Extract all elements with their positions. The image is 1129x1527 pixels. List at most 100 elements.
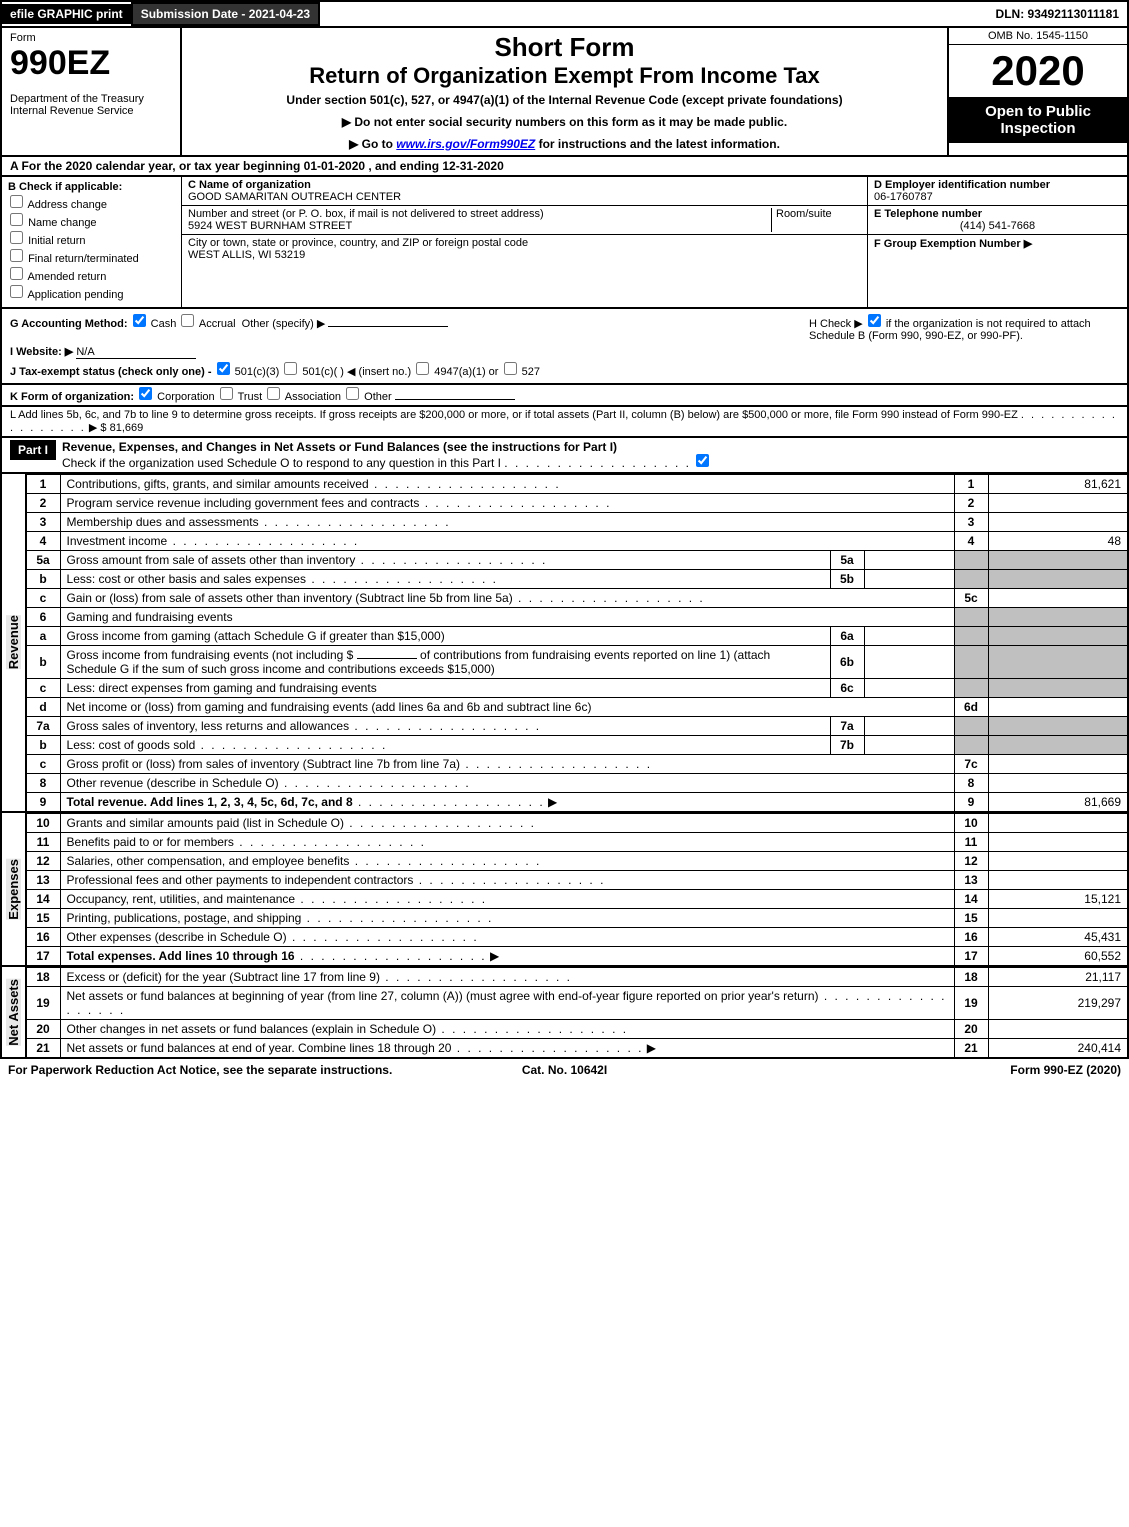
g-other-input[interactable] bbox=[328, 326, 448, 327]
k-corporation-checkbox[interactable] bbox=[139, 387, 152, 400]
c-name-label: C Name of organization bbox=[188, 179, 861, 191]
goto-prefix: ▶ Go to bbox=[349, 137, 396, 151]
goto-suffix: for instructions and the latest informat… bbox=[535, 137, 780, 151]
footer-form-ref: Form 990-EZ (2020) bbox=[607, 1063, 1121, 1077]
line-3: 3Membership dues and assessments3 bbox=[26, 513, 1128, 532]
j-527-checkbox[interactable] bbox=[504, 362, 517, 375]
footer-cat-no: Cat. No. 10642I bbox=[522, 1063, 607, 1077]
g-accounting-label: G Accounting Method: bbox=[10, 318, 128, 330]
k-other-checkbox[interactable] bbox=[346, 387, 359, 400]
j-501c3-checkbox[interactable] bbox=[217, 362, 230, 375]
line-19: 19Net assets or fund balances at beginni… bbox=[26, 987, 1128, 1020]
f-group-exemption-label: F Group Exemption Number ▶ bbox=[874, 238, 1032, 250]
entity-info-table: B Check if applicable: Address change Na… bbox=[0, 177, 1129, 309]
h-checkbox[interactable] bbox=[868, 314, 881, 327]
footer-paperwork-notice: For Paperwork Reduction Act Notice, see … bbox=[8, 1063, 522, 1077]
j-501c3-label: 501(c)(3) bbox=[235, 366, 280, 378]
line-7c: cGross profit or (loss) from sales of in… bbox=[26, 755, 1128, 774]
open-to-public: Open to Public Inspection bbox=[949, 97, 1127, 143]
street-label: Number and street (or P. O. box, if mail… bbox=[188, 208, 771, 220]
k-corporation-label: Corporation bbox=[157, 391, 214, 403]
d-ein-label: D Employer identification number bbox=[874, 179, 1050, 191]
box-b: B Check if applicable: Address change Na… bbox=[2, 177, 182, 307]
line-7a: 7aGross sales of inventory, less returns… bbox=[26, 717, 1128, 736]
check-initial-return[interactable]: Initial return bbox=[8, 231, 175, 247]
revenue-side-label: Revenue bbox=[2, 474, 26, 813]
j-501c-label: 501(c)( ) ◀ (insert no.) bbox=[302, 366, 411, 378]
title-short-form: Short Form bbox=[190, 32, 939, 63]
line-20: 20Other changes in net assets or fund ba… bbox=[26, 1020, 1128, 1039]
check-final-return[interactable]: Final return/terminated bbox=[8, 249, 175, 265]
expenses-side-label: Expenses bbox=[2, 813, 26, 967]
line-21: 21Net assets or fund balances at end of … bbox=[26, 1039, 1128, 1059]
line-11: 11Benefits paid to or for members11 bbox=[26, 833, 1128, 852]
j-4947-checkbox[interactable] bbox=[416, 362, 429, 375]
i-website-value: N/A bbox=[76, 346, 196, 359]
l-gross-receipts-text: L Add lines 5b, 6c, and 7b to line 9 to … bbox=[10, 409, 1018, 421]
line-6: 6Gaming and fundraising events bbox=[26, 608, 1128, 627]
part1-schedule-o-checkbox[interactable] bbox=[696, 454, 709, 467]
header-right: OMB No. 1545-1150 2020 Open to Public In… bbox=[947, 28, 1127, 155]
g-other-label: Other (specify) ▶ bbox=[242, 318, 326, 330]
room-suite-label: Room/suite bbox=[771, 208, 861, 232]
line-5a: 5aGross amount from sale of assets other… bbox=[26, 551, 1128, 570]
revenue-section: Revenue 1Contributions, gifts, grants, a… bbox=[0, 474, 1129, 813]
k-association-checkbox[interactable] bbox=[267, 387, 280, 400]
line-6d: dNet income or (loss) from gaming and fu… bbox=[26, 698, 1128, 717]
header-left: Form 990EZ Department of the Treasury In… bbox=[2, 28, 182, 155]
c-name-value: GOOD SAMARITAN OUTREACH CENTER bbox=[188, 191, 861, 203]
g-accrual-checkbox[interactable] bbox=[181, 314, 194, 327]
line-7b: bLess: cost of goods sold7b bbox=[26, 736, 1128, 755]
box-d-e-f: D Employer identification number 06-1760… bbox=[867, 177, 1127, 307]
submission-date: Submission Date - 2021-04-23 bbox=[131, 2, 320, 26]
check-application-pending[interactable]: Application pending bbox=[8, 285, 175, 301]
city-label: City or town, state or province, country… bbox=[188, 237, 861, 249]
line-18: 18Excess or (deficit) for the year (Subt… bbox=[26, 968, 1128, 987]
irs-link[interactable]: www.irs.gov/Form990EZ bbox=[396, 137, 535, 151]
line-1: 1Contributions, gifts, grants, and simil… bbox=[26, 475, 1128, 494]
line-9: 9Total revenue. Add lines 1, 2, 3, 4, 5c… bbox=[26, 793, 1128, 813]
k-association-label: Association bbox=[285, 391, 341, 403]
check-address-change[interactable]: Address change bbox=[8, 195, 175, 211]
row-k: K Form of organization: Corporation Trus… bbox=[0, 385, 1129, 407]
tax-period-row: A For the 2020 calendar year, or tax yea… bbox=[0, 157, 1129, 177]
page-footer: For Paperwork Reduction Act Notice, see … bbox=[0, 1059, 1129, 1081]
top-bar: efile GRAPHIC print Submission Date - 20… bbox=[0, 0, 1129, 28]
h-check-label: H Check ▶ bbox=[809, 318, 863, 330]
l-gross-receipts-amount: ▶ $ 81,669 bbox=[89, 422, 143, 434]
k-form-org-label: K Form of organization: bbox=[10, 391, 134, 403]
j-527-label: 527 bbox=[522, 366, 540, 378]
k-other-label: Other bbox=[364, 391, 392, 403]
street-value: 5924 WEST BURNHAM STREET bbox=[188, 220, 771, 232]
line-6c: cLess: direct expenses from gaming and f… bbox=[26, 679, 1128, 698]
part1-subtitle: Check if the organization used Schedule … bbox=[62, 456, 501, 470]
line-17: 17Total expenses. Add lines 10 through 1… bbox=[26, 947, 1128, 967]
part1-tag: Part I bbox=[10, 440, 56, 460]
form-word: Form bbox=[10, 32, 172, 44]
line-6b: bGross income from fundraising events (n… bbox=[26, 646, 1128, 679]
check-name-change[interactable]: Name change bbox=[8, 213, 175, 229]
line-8: 8Other revenue (describe in Schedule O)8 bbox=[26, 774, 1128, 793]
e-phone-label: E Telephone number bbox=[874, 208, 982, 220]
line-16: 16Other expenses (describe in Schedule O… bbox=[26, 928, 1128, 947]
part1-header-row: Part I Revenue, Expenses, and Changes in… bbox=[0, 438, 1129, 474]
j-501c-checkbox[interactable] bbox=[284, 362, 297, 375]
g-cash-checkbox[interactable] bbox=[133, 314, 146, 327]
line-14: 14Occupancy, rent, utilities, and mainte… bbox=[26, 890, 1128, 909]
line-13: 13Professional fees and other payments t… bbox=[26, 871, 1128, 890]
efile-print-label[interactable]: efile GRAPHIC print bbox=[2, 4, 131, 24]
check-amended-return[interactable]: Amended return bbox=[8, 267, 175, 283]
i-website-label: I Website: ▶ bbox=[10, 346, 73, 358]
k-trust-checkbox[interactable] bbox=[220, 387, 233, 400]
j-4947-label: 4947(a)(1) or bbox=[434, 366, 498, 378]
d-ein-value: 06-1760787 bbox=[874, 191, 933, 203]
row-l: L Add lines 5b, 6c, and 7b to line 9 to … bbox=[0, 407, 1129, 438]
header-middle: Short Form Return of Organization Exempt… bbox=[182, 28, 947, 155]
k-other-input[interactable] bbox=[395, 399, 515, 400]
misc-rows: G Accounting Method: Cash Accrual Other … bbox=[0, 309, 1129, 385]
subtitle: Under section 501(c), 527, or 4947(a)(1)… bbox=[190, 93, 939, 107]
dln-number: DLN: 93492113011181 bbox=[988, 4, 1127, 24]
j-tax-exempt-label: J Tax-exempt status (check only one) - bbox=[10, 366, 212, 378]
line-10: 10Grants and similar amounts paid (list … bbox=[26, 814, 1128, 833]
box-c: C Name of organization GOOD SAMARITAN OU… bbox=[182, 177, 867, 307]
